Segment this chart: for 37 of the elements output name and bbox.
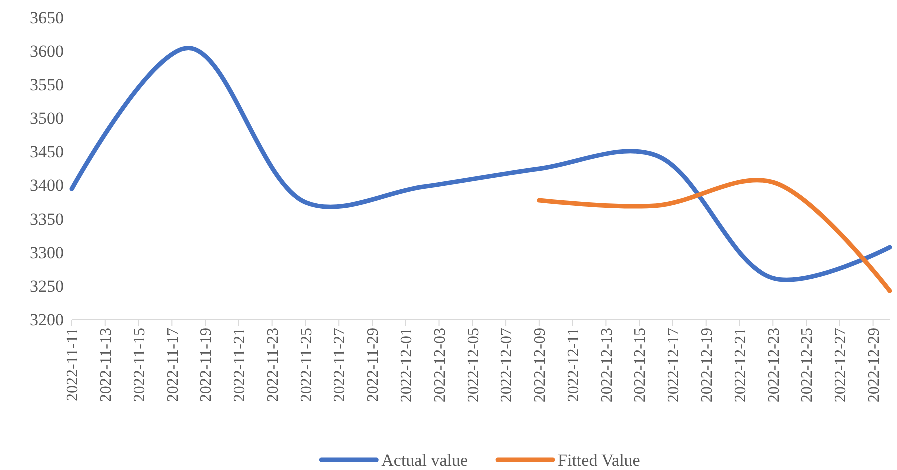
legend-label: Fitted Value: [558, 450, 640, 470]
x-tick-label: 2022-12-27: [832, 328, 850, 403]
y-tick-label: 3350: [30, 210, 64, 229]
x-tick-label: 2022-12-21: [732, 328, 750, 403]
x-tick-label: 2022-11-19: [198, 328, 216, 402]
x-tick-label: 2022-12-15: [632, 328, 650, 403]
x-tick-label: 2022-12-17: [666, 328, 683, 403]
y-tick-label: 3650: [30, 8, 64, 28]
x-tick-label: 2022-11-11: [64, 328, 82, 402]
x-tick-label: 2022-11-15: [131, 328, 148, 402]
y-tick-label: 3200: [30, 310, 64, 330]
x-tick-label: 2022-11-21: [232, 328, 249, 402]
x-tick-label: 2022-11-13: [98, 328, 115, 402]
y-tick-label: 3600: [30, 42, 64, 61]
x-tick-label: 2022-11-25: [298, 328, 316, 402]
x-tick-label: 2022-12-13: [598, 328, 616, 403]
x-tick-label: 2022-11-17: [164, 328, 182, 402]
x-tick-label: 2022-11-29: [365, 328, 382, 402]
y-tick-label: 3450: [30, 142, 64, 162]
y-tick-label: 3250: [30, 276, 64, 296]
x-tick-label: 2022-12-19: [698, 328, 716, 403]
x-tick-label: 2022-12-03: [432, 328, 449, 403]
y-tick-label: 3400: [30, 176, 64, 196]
x-tick-label: 2022-12-01: [398, 328, 416, 403]
x-tick-label: 2022-12-29: [866, 328, 883, 403]
y-tick-label: 3500: [30, 109, 64, 128]
x-tick-label: 2022-12-05: [465, 328, 482, 403]
y-tick-label: 3550: [30, 76, 64, 95]
x-tick-label: 2022-11-23: [264, 328, 282, 402]
x-tick-label: 2022-12-07: [498, 328, 516, 403]
x-tick-label: 2022-12-23: [766, 328, 783, 403]
y-tick-label: 3300: [30, 243, 64, 262]
x-tick-label: 2022-12-11: [565, 328, 582, 402]
x-tick-label: 2022-12-25: [799, 328, 816, 403]
x-tick-label: 2022-11-27: [332, 328, 349, 402]
x-tick-label: 2022-12-09: [532, 328, 550, 403]
legend-label: Actual value: [382, 450, 468, 470]
